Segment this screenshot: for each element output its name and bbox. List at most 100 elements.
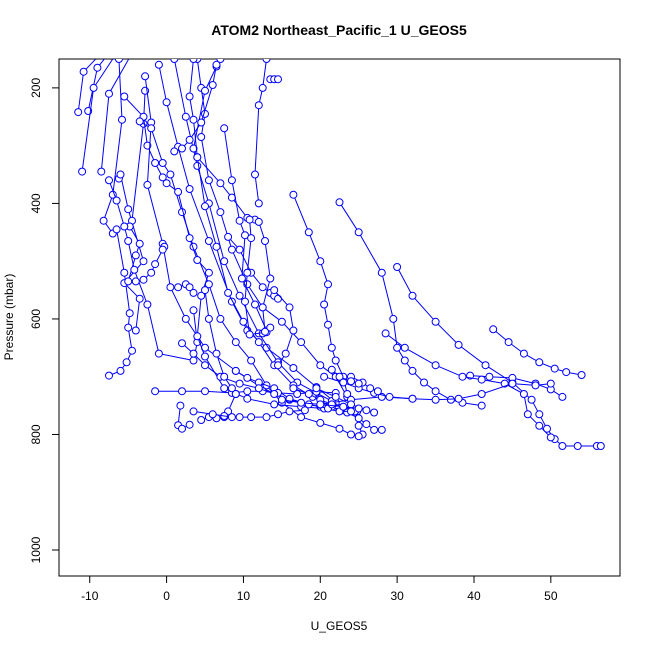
x-tick-label: 50 [544,589,558,603]
data-point [523,410,532,419]
data-point [261,327,269,336]
data-point [408,394,417,403]
data-point [274,410,282,419]
data-point [577,371,586,379]
data-point [300,406,309,415]
data-point [331,356,340,365]
series-line [100,59,130,172]
data-point [431,317,440,326]
series-25 [254,217,275,336]
data-point [339,402,348,411]
data-point [189,306,198,315]
data-point [231,338,240,347]
data-point [385,392,394,401]
data-point [243,394,252,403]
data-point [254,338,263,347]
plot-frame [58,58,621,577]
data-point [113,50,120,57]
data-point [124,277,133,286]
data-point [135,294,144,303]
data-point [235,216,244,225]
data-point [316,400,325,409]
data-point [143,300,152,309]
data-point [335,424,344,433]
data-point [258,283,267,292]
data-point [281,349,290,358]
data-point [178,208,186,217]
data-point [354,432,363,441]
data-point [162,98,171,107]
data-point [178,424,186,433]
data-point [481,361,490,370]
data-point [106,50,113,57]
data-point [208,81,217,89]
y-tick-label: 1000 [29,536,43,563]
data-point [393,263,402,271]
data-point [178,144,186,153]
x-tick-label: 20 [314,589,328,603]
series-line [254,59,267,204]
data-point [112,225,121,234]
data-point [377,268,386,277]
series-line [396,266,601,447]
series-32 [174,280,198,297]
data-point [297,338,306,347]
data-point [347,377,355,386]
data-point [131,251,140,260]
series-15 [135,117,363,441]
data-point [151,387,160,396]
data-point [243,373,252,382]
data-point [446,395,455,404]
data-point [197,133,206,141]
data-point [193,256,202,264]
data-point [519,349,528,358]
data-point [158,245,167,254]
y-tick-label: 600 [29,309,43,329]
data-point [120,268,129,277]
data-point [393,343,402,352]
data-point [135,239,144,248]
data-point [327,343,336,352]
data-point [124,323,133,332]
series-34 [270,286,298,370]
data-point [347,407,355,416]
series-17 [131,242,169,286]
data-point [227,176,236,185]
data-point [377,425,386,434]
data-point [224,232,233,241]
y-axis-label: Pressure (mbar) [2,274,16,361]
data-point [189,356,198,365]
data-point [362,420,371,429]
data-point [354,404,363,413]
data-point [431,361,440,370]
y-tick-label: 800 [29,424,43,444]
data-point [193,332,202,341]
data-point [297,413,306,422]
series-4 [97,59,130,176]
data-point [89,83,98,92]
data-point [74,108,83,117]
series-18 [170,59,225,156]
data-point [105,176,113,185]
series-12 [170,59,352,416]
data-point [139,275,148,284]
data-point [304,390,313,398]
data-point [185,185,194,193]
data-point [262,59,271,63]
data-point [550,364,559,373]
series-46 [189,407,236,422]
data-point [285,303,294,312]
data-point [185,420,194,429]
series-1 [74,59,97,117]
data-point [204,176,213,185]
data-point [266,323,275,332]
y-axis: 200 400 600 800 1000 [29,78,60,563]
series-47 [277,395,363,413]
data-point [116,366,125,375]
data-point [504,338,513,347]
series-37 [393,263,605,450]
data-point [170,147,179,156]
data-point [531,381,540,390]
data-point [204,314,213,323]
